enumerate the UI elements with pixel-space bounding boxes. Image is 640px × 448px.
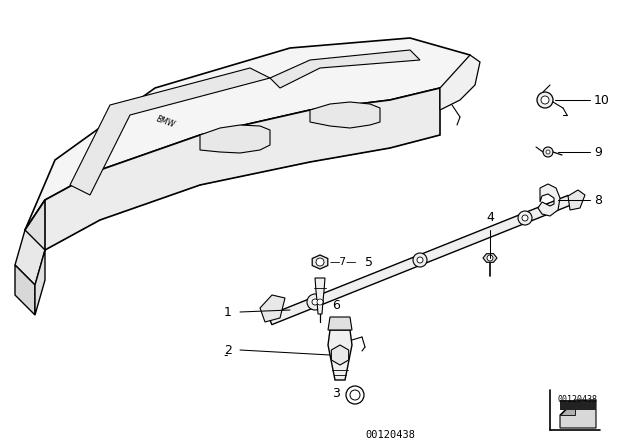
Polygon shape: [25, 38, 470, 230]
Circle shape: [543, 147, 553, 157]
Circle shape: [537, 92, 553, 108]
Text: 00120438: 00120438: [558, 395, 598, 404]
Circle shape: [546, 150, 550, 154]
Polygon shape: [538, 184, 560, 216]
Polygon shape: [315, 278, 325, 314]
Text: 1: 1: [224, 306, 232, 319]
Polygon shape: [560, 400, 596, 428]
Circle shape: [522, 215, 528, 221]
Polygon shape: [328, 317, 352, 330]
Text: 3: 3: [332, 387, 340, 400]
Text: 10: 10: [594, 94, 610, 107]
Text: BMW: BMW: [155, 115, 176, 130]
Polygon shape: [310, 102, 380, 128]
Text: 8: 8: [594, 194, 602, 207]
Text: 4: 4: [486, 211, 494, 224]
Polygon shape: [560, 400, 596, 410]
Polygon shape: [312, 255, 328, 269]
Circle shape: [346, 386, 364, 404]
Circle shape: [518, 211, 532, 225]
Polygon shape: [483, 254, 497, 263]
Text: 5: 5: [365, 255, 373, 268]
Circle shape: [316, 258, 324, 266]
Polygon shape: [568, 190, 585, 210]
Circle shape: [307, 294, 323, 310]
Text: 00120438: 00120438: [365, 430, 415, 440]
Polygon shape: [35, 250, 45, 315]
Text: —7—: —7—: [330, 257, 357, 267]
Circle shape: [350, 390, 360, 400]
Circle shape: [317, 299, 323, 305]
Polygon shape: [25, 88, 440, 280]
Polygon shape: [260, 295, 285, 322]
Polygon shape: [270, 50, 420, 88]
Text: 2: 2: [224, 344, 232, 357]
Polygon shape: [200, 125, 270, 153]
Polygon shape: [25, 200, 45, 280]
Circle shape: [413, 253, 427, 267]
Polygon shape: [70, 68, 270, 195]
Text: 6: 6: [332, 298, 340, 311]
Polygon shape: [440, 55, 480, 110]
Polygon shape: [15, 265, 35, 315]
Polygon shape: [332, 345, 349, 365]
Text: -: -: [223, 349, 228, 362]
Circle shape: [541, 96, 549, 104]
Text: 9: 9: [594, 146, 602, 159]
Polygon shape: [328, 330, 352, 380]
Polygon shape: [560, 400, 575, 415]
Polygon shape: [268, 195, 572, 325]
Circle shape: [417, 257, 423, 263]
Circle shape: [487, 255, 493, 261]
Circle shape: [312, 299, 318, 305]
Polygon shape: [15, 230, 45, 285]
